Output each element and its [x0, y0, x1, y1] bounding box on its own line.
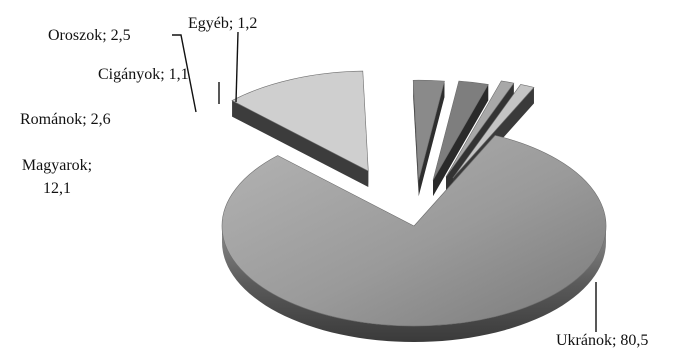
leader-line-oroszok: [172, 34, 197, 113]
data-label-magyarok: Magyarok; 12,1: [22, 157, 92, 197]
pie-slice-top: [412, 79, 445, 181]
leader-line-egyeb: [235, 31, 239, 103]
pie-slice-rim: [222, 226, 606, 342]
pie-slice-wall: [433, 84, 489, 197]
pie-slice-top: [452, 84, 535, 179]
pie-slice-magyarok: [231, 70, 369, 188]
pie-slice-top: [432, 80, 489, 181]
data-label-egyeb: Egyéb; 1,2: [188, 15, 257, 32]
pie-slice-wall: [418, 81, 445, 197]
data-label-ciganyok: Cigányok; 1,1: [98, 66, 189, 83]
pie-slice-wall: [232, 100, 369, 188]
data-label-ukranok: Ukránok; 80,5: [556, 332, 648, 349]
data-label-romanok: Románok; 2,6: [20, 111, 111, 128]
data-label-category: Magyarok;: [22, 157, 92, 174]
data-label-value: 12,1: [43, 180, 71, 197]
pie-slice-romanok: [412, 79, 445, 197]
pie-slice-oroszok: [432, 80, 489, 197]
pie-slice-top: [445, 80, 515, 177]
data-label-oroszok: Oroszok; 2,5: [48, 27, 131, 44]
pie-slice-top: [231, 70, 369, 172]
pie-slice-ukranok: [221, 135, 607, 342]
pie-slice-top: [221, 135, 607, 327]
